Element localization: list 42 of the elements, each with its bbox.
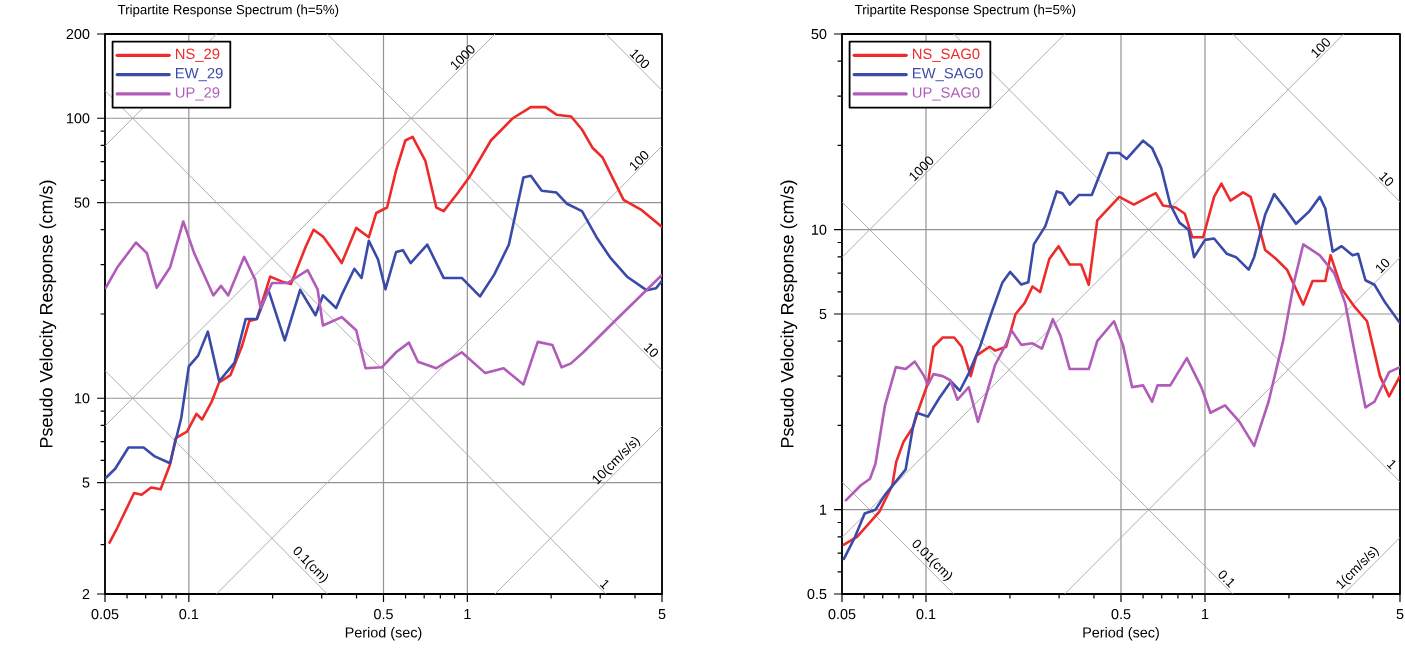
legend-label: NS_29 bbox=[176, 48, 220, 62]
legend-label: UP_29 bbox=[175, 87, 220, 101]
x-tick-label: 0.1 bbox=[179, 609, 199, 620]
y-axis-title: Pseudo Velocity Response (cm/s) bbox=[780, 180, 798, 448]
y-tick-label: 5 bbox=[82, 477, 90, 488]
x-tick-label: 1 bbox=[464, 609, 471, 619]
annotation: 0.1 bbox=[1218, 570, 1235, 588]
y-tick-label: 0.5 bbox=[807, 588, 827, 600]
x-tick-label: 0.05 bbox=[828, 609, 856, 620]
x-tick-label: 0.1 bbox=[916, 609, 936, 620]
legend-label: NS_SAG0 bbox=[913, 48, 980, 62]
y-axis-title: Pseudo Velocity Response (cm/s) bbox=[39, 180, 57, 448]
annotation: 1 bbox=[1386, 460, 1396, 470]
x-axis-title: Period (sec) bbox=[1083, 626, 1159, 641]
annotation: 1 bbox=[599, 580, 609, 590]
legend-label: EW_29 bbox=[176, 67, 223, 82]
legend-label: EW_SAG0 bbox=[913, 67, 983, 82]
annotation: 100 bbox=[1311, 38, 1330, 58]
y-tick-label: 1 bbox=[820, 504, 827, 515]
legend-label: UP_SAG0 bbox=[912, 87, 980, 101]
annotation: 10 bbox=[643, 343, 659, 357]
annotation: 10 bbox=[1378, 172, 1394, 186]
y-tick-label: 10 bbox=[75, 393, 90, 404]
y-tick-label: 100 bbox=[67, 113, 90, 124]
y-tick-label: 10 bbox=[812, 224, 827, 235]
x-tick-label: 5 bbox=[1396, 609, 1404, 620]
y-tick-label: 200 bbox=[66, 28, 90, 40]
x-tick-label: 0.5 bbox=[374, 609, 393, 620]
x-tick-label: 0.5 bbox=[1111, 609, 1131, 620]
annotation: 100 bbox=[629, 151, 649, 171]
x-tick-label: 1 bbox=[1202, 609, 1209, 619]
x-axis-title: Period (sec) bbox=[345, 626, 422, 641]
annotation: 100 bbox=[629, 49, 650, 69]
y-tick-label: 2 bbox=[82, 588, 90, 600]
x-tick-label: 0.05 bbox=[91, 609, 119, 620]
x-tick-label: 5 bbox=[658, 609, 666, 620]
annotation: 10 bbox=[1376, 258, 1390, 274]
chart-title: Tripartite Response Spectrum (h=5%) bbox=[854, 4, 1076, 17]
y-tick-label: 5 bbox=[819, 308, 827, 320]
y-tick-label: 50 bbox=[74, 197, 90, 208]
y-tick-label: 50 bbox=[811, 28, 827, 40]
chart-title: Tripartite Response Spectrum (h=5%) bbox=[117, 4, 339, 17]
